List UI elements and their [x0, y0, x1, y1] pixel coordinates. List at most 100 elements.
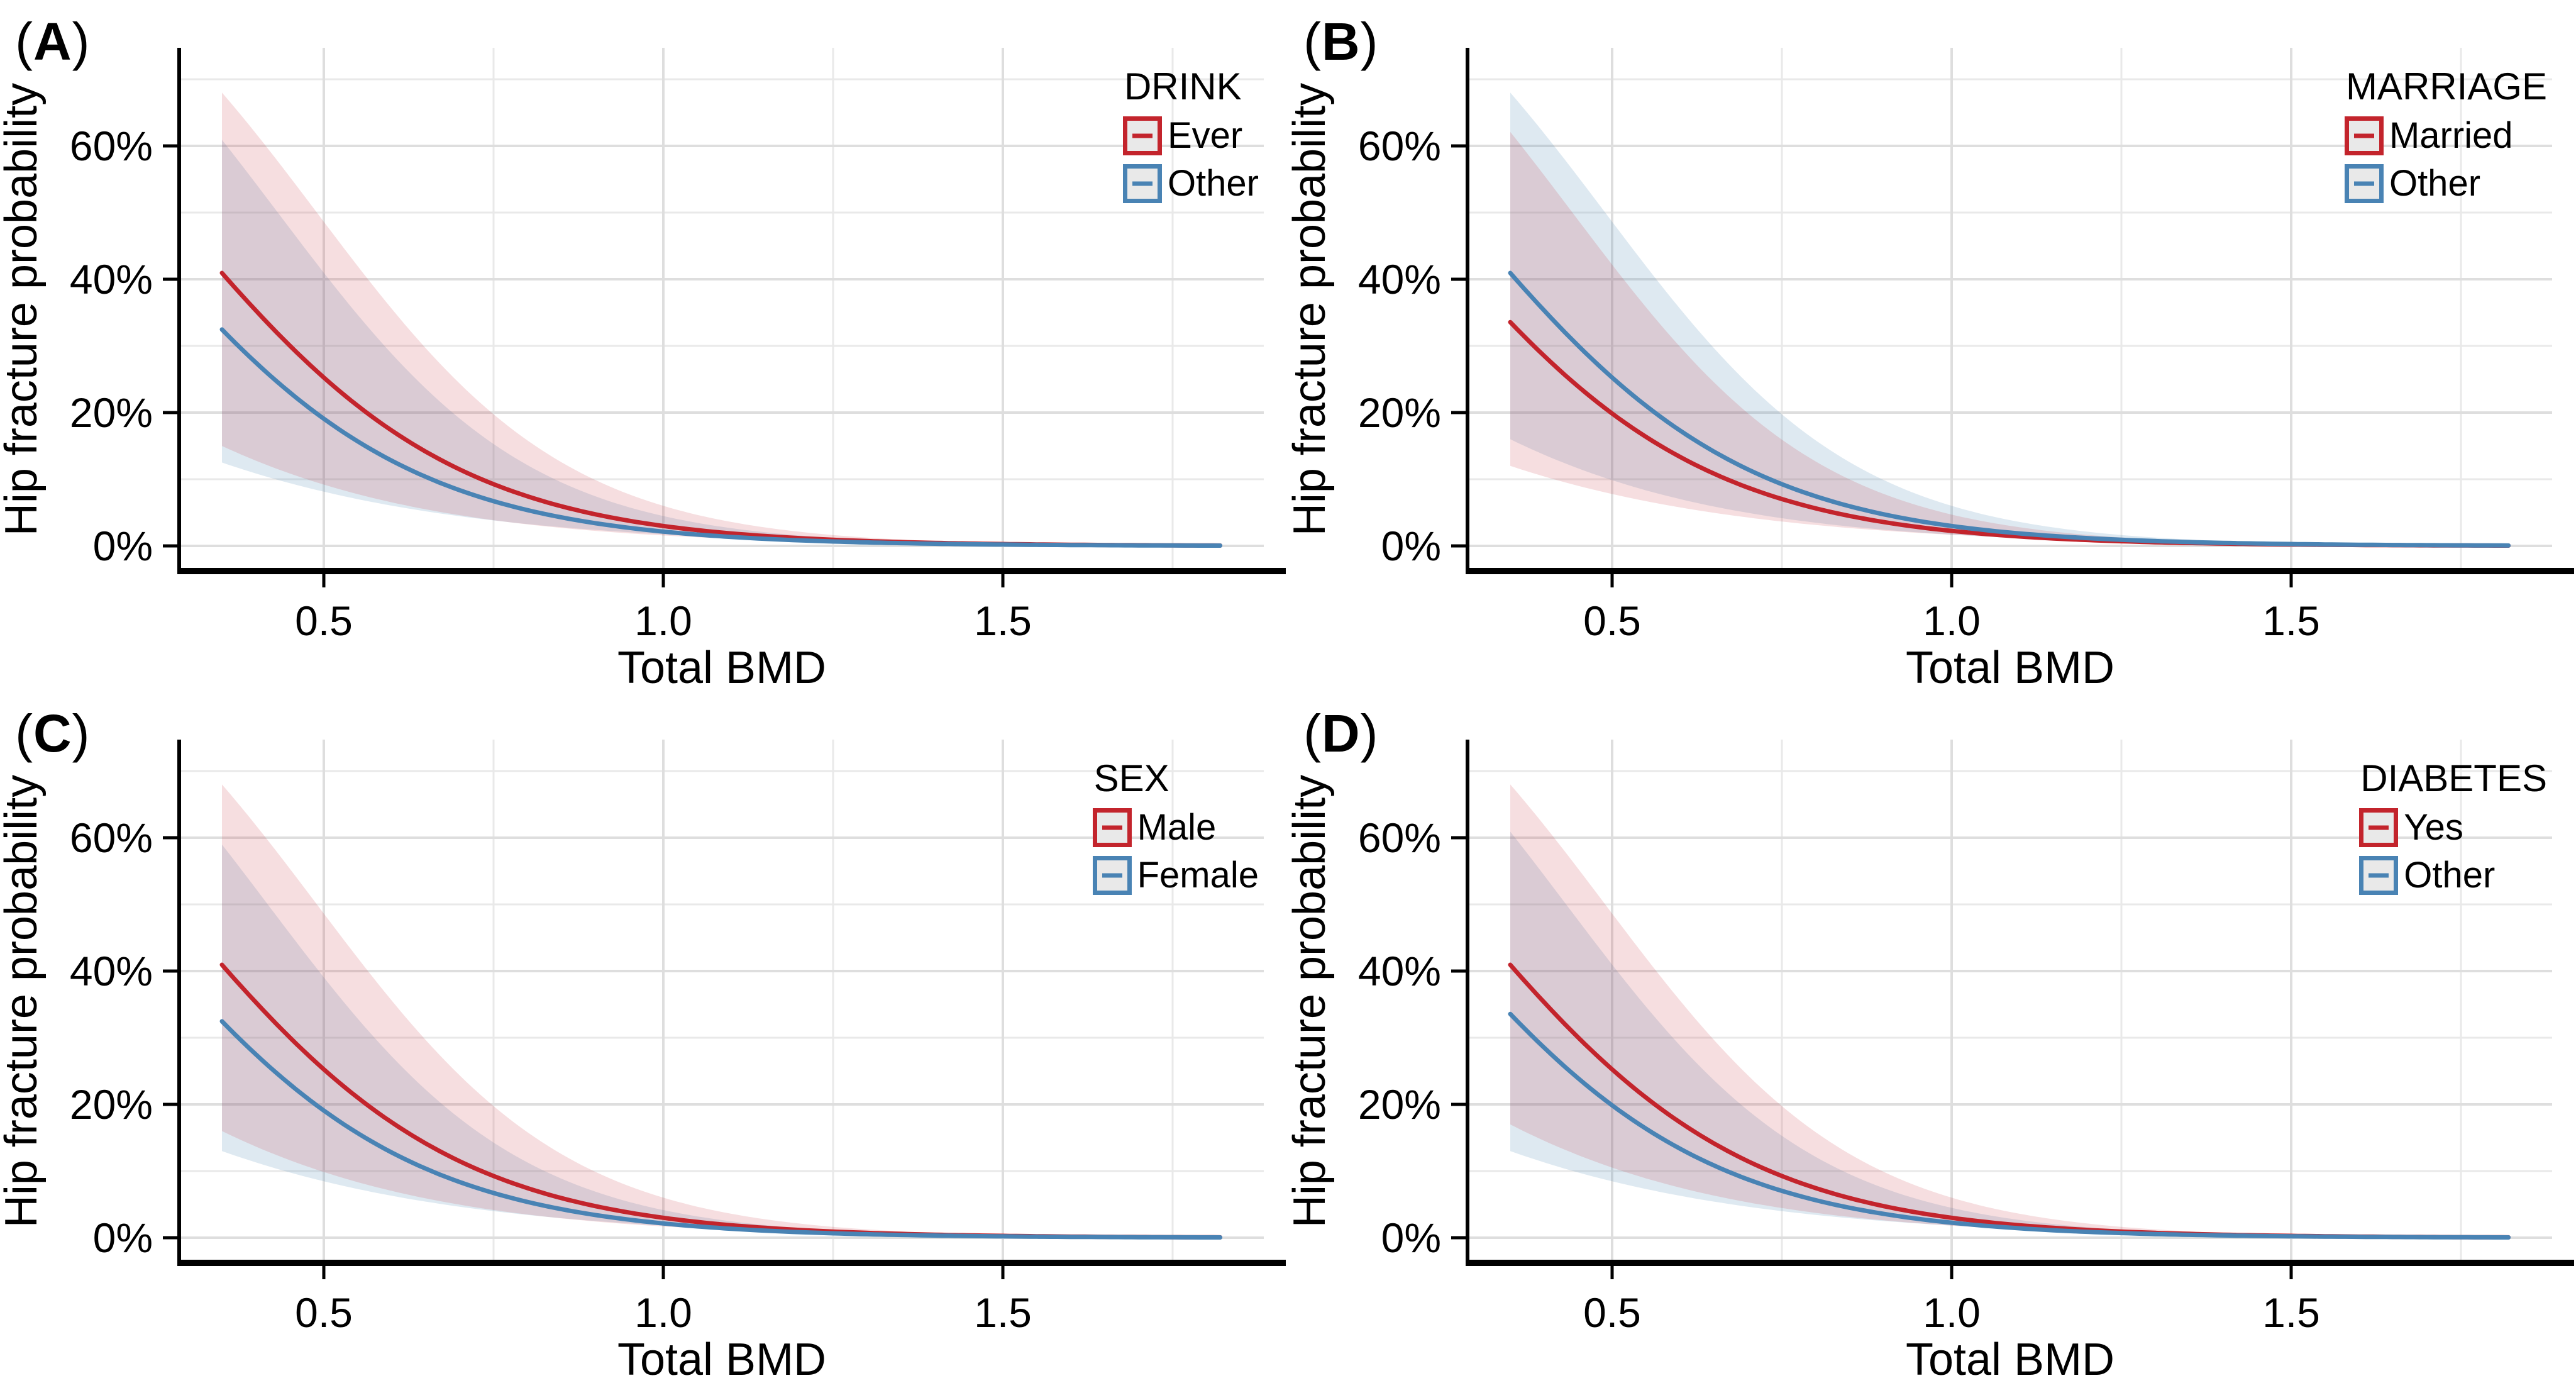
legend-key-blue-icon	[2344, 164, 2384, 203]
paren-open: (	[15, 12, 33, 71]
legend-item-label: Ever	[1167, 115, 1243, 156]
legend-key-line-icon	[1102, 825, 1122, 830]
x-tick-label: 1.0	[634, 597, 692, 644]
line-other	[1508, 1011, 2511, 1240]
legend-item-label: Yes	[2404, 807, 2463, 848]
legend-key-blue-icon	[1092, 856, 1132, 895]
panel-b-chart: 0% 20% 40% 60% 0.5 1.0 1.5 Total BMD Hip fractur…	[1288, 48, 2574, 691]
ci-ribbon-male	[222, 784, 1220, 1238]
grid-minor	[1468, 740, 2552, 1263]
panel-letter: C	[33, 704, 72, 763]
legend-item: Male	[1092, 808, 1216, 847]
panel-d: 0% 20% 40% 60% 0.5 1.0 1.5 Total BMD Hip fractur…	[1288, 692, 2576, 1383]
legend-item: Other	[1122, 163, 1259, 204]
legend: MARRIAGE Married Other	[2344, 65, 2547, 203]
paren-open: (	[1303, 12, 1322, 71]
legend-key-red-icon	[2344, 116, 2384, 155]
ci-ribbon-other	[1510, 92, 2509, 546]
ci-ribbon-female	[222, 844, 1220, 1238]
ci-ribbon-other	[222, 140, 1220, 546]
panel-letter: A	[33, 12, 72, 71]
legend-key-line-icon	[2353, 181, 2374, 186]
legend-key-blue-icon	[2359, 856, 2399, 895]
legend-title: SEX	[1093, 757, 1169, 799]
panel-a-label: (A)	[15, 11, 91, 72]
x-tick-label: 1.5	[974, 597, 1032, 644]
legend-item-label: Other	[2404, 855, 2496, 896]
x-axis-title: Total BMD	[1906, 643, 2114, 691]
paren-open: (	[15, 704, 33, 763]
ci-ribbon-married	[1510, 131, 2509, 546]
panel-d-label: (D)	[1303, 703, 1379, 764]
y-tick-label: 40%	[1358, 948, 1441, 994]
panel-c-label: (C)	[15, 703, 91, 764]
y-tick-label: 60%	[70, 814, 153, 861]
legend-item: Other	[2359, 856, 2495, 895]
y-tick-label: 60%	[70, 123, 153, 169]
x-tick-label: 0.5	[1583, 1289, 1641, 1336]
panel-a-chart: 0% 20% 40% 60% 0.5 1.0 1.5 Total BMD Hip fractur…	[0, 48, 1286, 691]
x-tick-label: 0.5	[295, 1289, 353, 1336]
x-tick-label: 1.0	[1923, 1289, 1981, 1336]
line-other	[219, 327, 1223, 548]
panel-b: 0% 20% 40% 60% 0.5 1.0 1.5 Total BMD Hip fractur…	[1288, 0, 2576, 691]
y-axis-title: Hip fracture probability	[1288, 83, 1335, 536]
legend-item-label: Other	[1167, 163, 1259, 204]
x-tick-label: 0.5	[1583, 597, 1641, 644]
x-tick-label: 1.5	[2262, 597, 2320, 644]
y-tick-label: 40%	[70, 948, 153, 994]
legend-key-line-icon	[1132, 181, 1153, 186]
y-tick-label: 20%	[1358, 389, 1441, 436]
panel-c: 0% 20% 40% 60% 0.5 1.0 1.5 Total BMD Hip fractur…	[0, 692, 1288, 1383]
y-tick-label: 0%	[93, 523, 153, 569]
y-axis-title: Hip fracture probability	[0, 775, 47, 1228]
y-tick-label: 0%	[1381, 1214, 1441, 1261]
y-tick-label: 60%	[1358, 123, 1441, 169]
x-tick-label: 1.5	[974, 1289, 1032, 1336]
x-tick-label: 1.0	[634, 1289, 692, 1336]
legend-item: Married	[2344, 115, 2513, 156]
y-tick-label: 0%	[1381, 523, 1441, 569]
panel-c-chart: 0% 20% 40% 60% 0.5 1.0 1.5 Total BMD Hip fractur…	[0, 740, 1286, 1383]
grid-minor	[179, 740, 1264, 1263]
grid-minor	[179, 48, 1264, 571]
panel-b-label: (B)	[1303, 11, 1379, 72]
ci-ribbon-yes	[1510, 784, 2509, 1238]
x-tick-label: 1.0	[1923, 597, 1981, 644]
x-axis-title: Total BMD	[1906, 1335, 2114, 1383]
paren-close: )	[72, 704, 91, 763]
legend-key-line-icon	[2369, 825, 2389, 830]
legend-item: Ever	[1122, 115, 1243, 156]
y-tick-label: 60%	[1358, 814, 1441, 861]
legend-key-line-icon	[1132, 133, 1153, 138]
legend-title: MARRIAGE	[2345, 65, 2547, 108]
panel-d-chart: 0% 20% 40% 60% 0.5 1.0 1.5 Total BMD Hip fractur…	[1288, 740, 2574, 1383]
legend-item: Yes	[2359, 808, 2463, 847]
legend-key-red-icon	[1092, 808, 1132, 847]
paren-open: (	[1303, 704, 1322, 763]
panel-a: 0% 20% 40% 60% 0.5 1.0 1.5 Total BMD Hip fractur…	[0, 0, 1288, 691]
grid-major	[179, 740, 1264, 1263]
paren-close: )	[72, 12, 91, 71]
y-tick-label: 0%	[93, 1214, 153, 1261]
paren-close: )	[1360, 704, 1379, 763]
legend-item: Female	[1092, 855, 1259, 896]
legend-key-red-icon	[2359, 808, 2399, 847]
x-axis-title: Total BMD	[617, 1335, 826, 1383]
line-other	[1508, 270, 2511, 548]
grid-major	[179, 48, 1264, 571]
legend-key-red-icon	[1122, 116, 1162, 155]
y-axis-title: Hip fracture probability	[1288, 775, 1335, 1228]
legend-title: DIABETES	[2360, 757, 2547, 799]
ci-ribbon-ever	[222, 92, 1220, 546]
line-female	[219, 1019, 1223, 1240]
legend-key-line-icon	[1102, 873, 1122, 878]
legend-title: DRINK	[1124, 65, 1242, 108]
y-tick-label: 40%	[1358, 256, 1441, 303]
panel-letter: B	[1321, 12, 1361, 71]
y-tick-label: 20%	[70, 389, 153, 436]
legend-item-label: Married	[2389, 115, 2513, 156]
legend-item-label: Female	[1137, 855, 1259, 896]
x-tick-label: 1.5	[2262, 1289, 2320, 1336]
